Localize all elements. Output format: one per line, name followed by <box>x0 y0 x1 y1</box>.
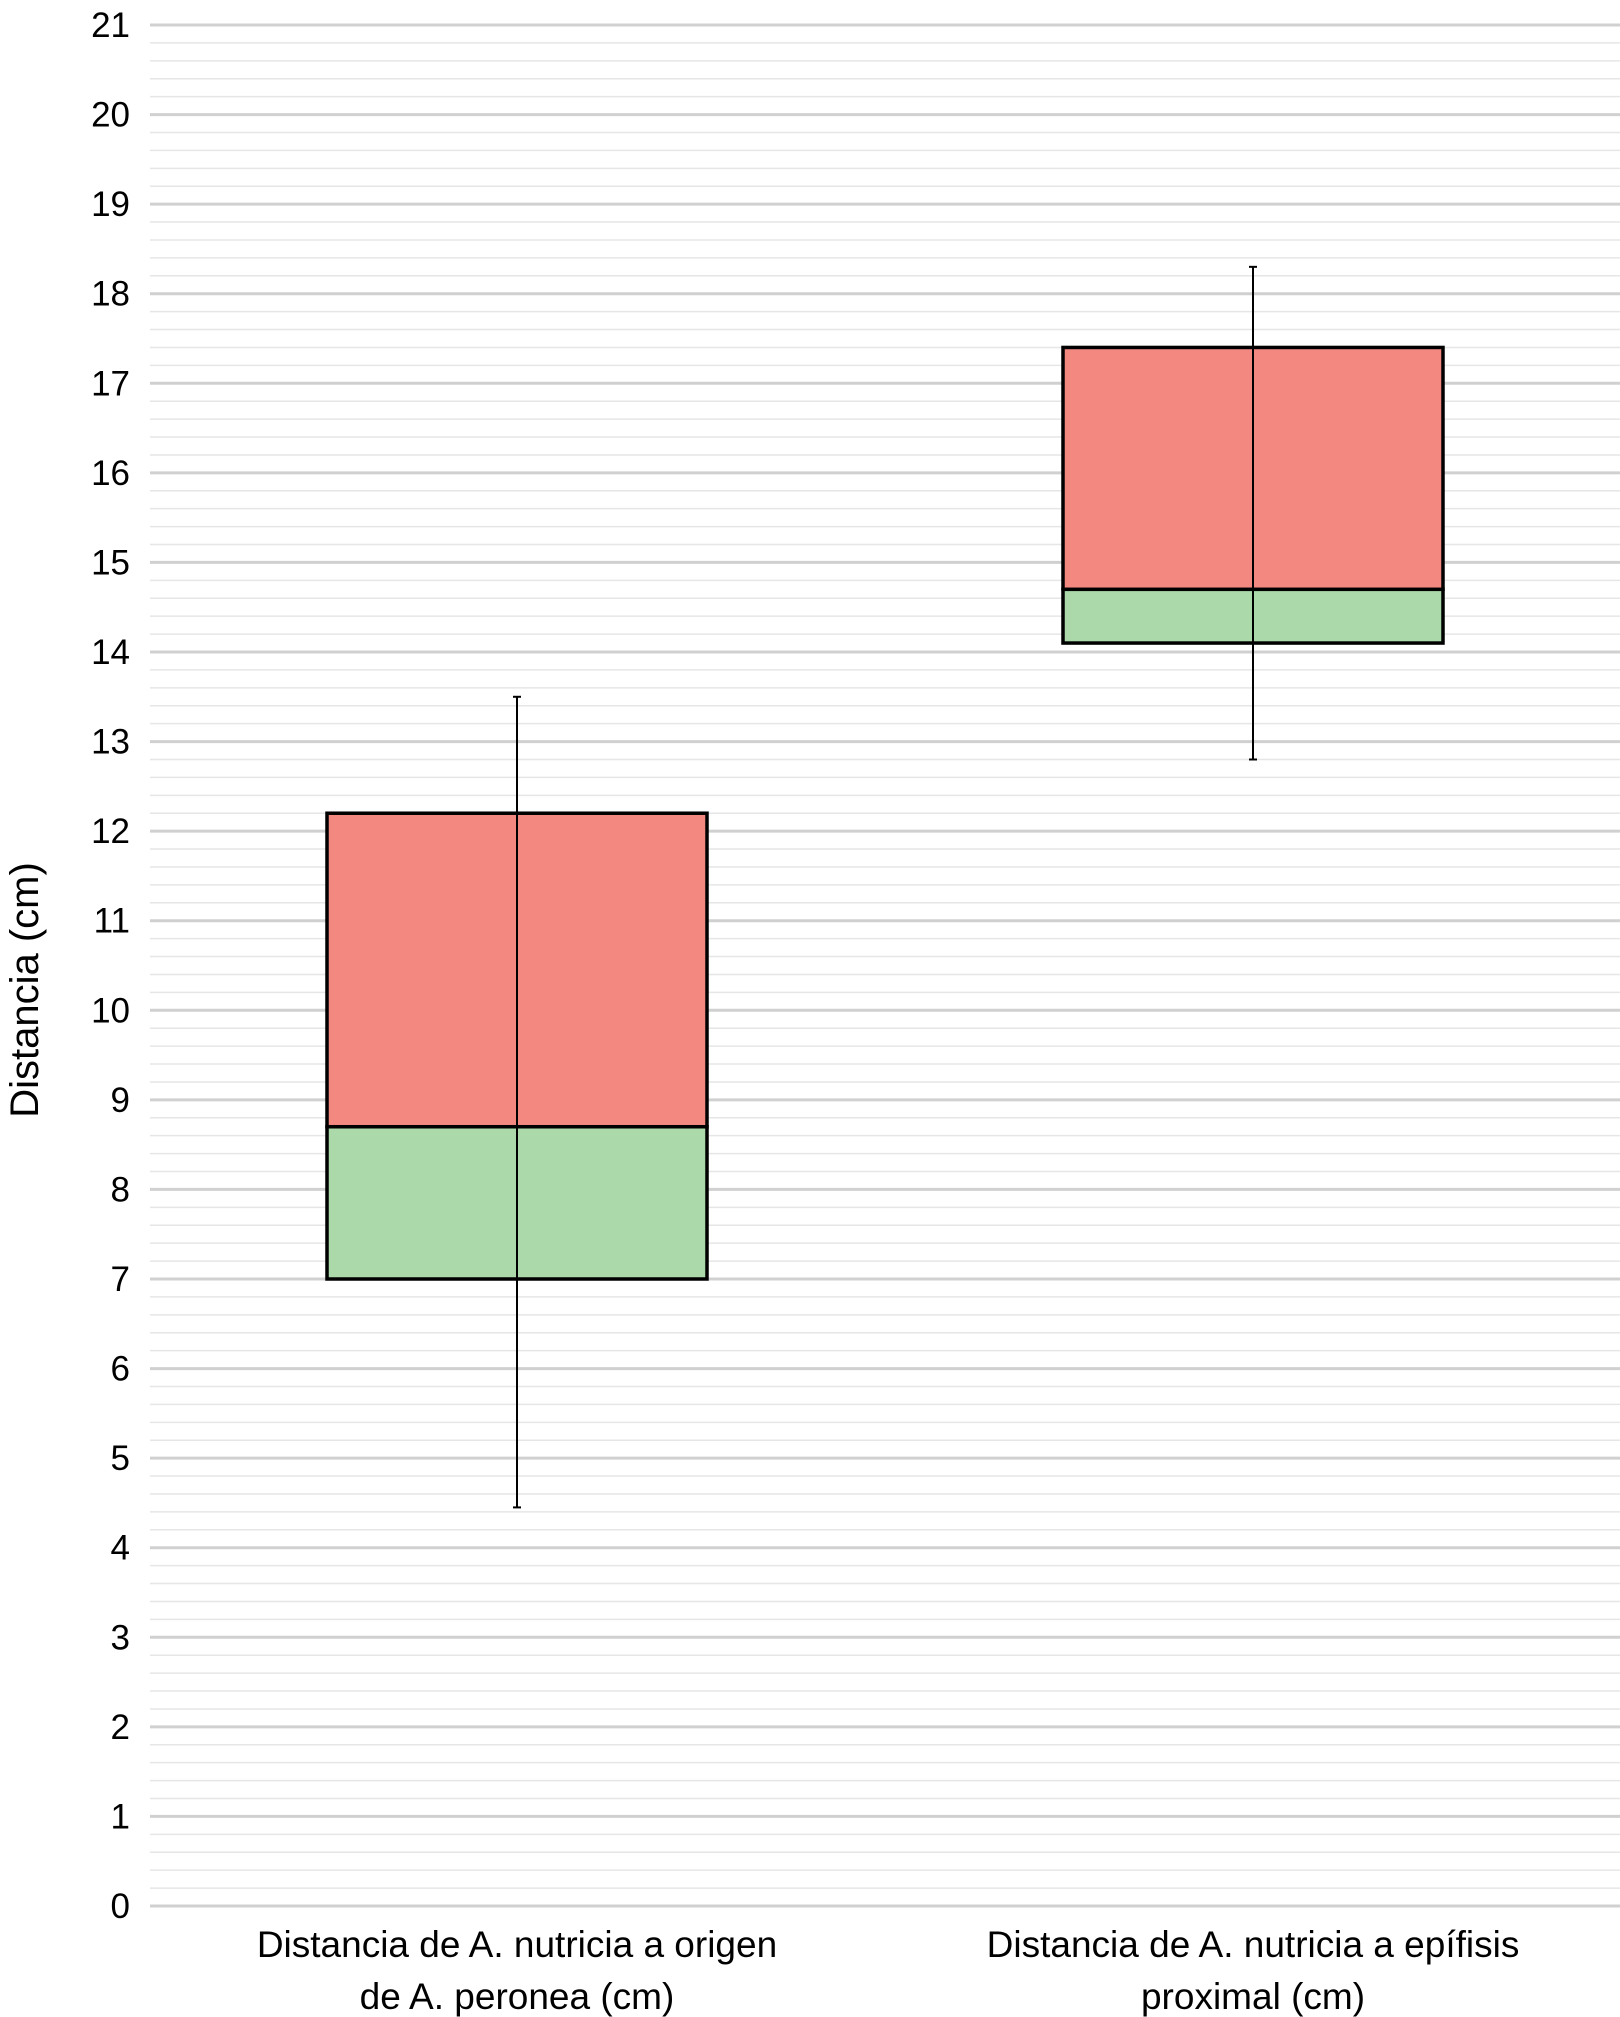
box-2 <box>1061 265 1445 761</box>
y-tick-label: 10 <box>91 991 130 1030</box>
category-label-line: Distancia de A. nutricia a epífisis <box>987 1924 1520 1965</box>
y-tick-label: 19 <box>91 185 130 224</box>
y-tick-label: 21 <box>91 6 130 45</box>
y-tick-label: 15 <box>91 543 130 582</box>
category-label: Distancia de A. nutricia a epífisis proxi… <box>987 1924 1520 2017</box>
box-1 <box>325 695 709 1509</box>
y-tick-label: 0 <box>111 1887 130 1926</box>
y-tick-label: 6 <box>111 1350 130 1389</box>
y-tick-label: 2 <box>111 1708 130 1747</box>
y-tick-label: 16 <box>91 454 130 493</box>
y-tick-label: 5 <box>111 1439 130 1478</box>
y-tick-label: 11 <box>94 902 130 941</box>
y-tick-label: 13 <box>91 723 130 762</box>
y-tick-label: 9 <box>111 1081 130 1120</box>
category-label: Distancia de A. nutricia a origen de A. p… <box>257 1924 777 2017</box>
category-label-line: Distancia de A. nutricia a origen <box>257 1924 777 1965</box>
category-label-line: proximal (cm) <box>1141 1976 1365 2017</box>
y-tick-label: 1 <box>111 1797 130 1836</box>
y-tick-label: 3 <box>111 1618 130 1657</box>
x-axis-categories: Distancia de A. nutricia a origen de A. p… <box>257 1924 1520 2017</box>
category-label-line: de A. peronea (cm) <box>360 1976 675 2017</box>
y-tick-label: 4 <box>111 1529 130 1568</box>
y-tick-label: 7 <box>111 1260 130 1299</box>
y-tick-label: 20 <box>91 96 130 135</box>
y-tick-label: 14 <box>91 633 130 672</box>
y-tick-label: 8 <box>111 1170 130 1209</box>
boxes <box>325 265 1445 1509</box>
y-tick-label: 17 <box>91 364 130 403</box>
y-tick-label: 18 <box>91 275 130 314</box>
y-axis-title: Distancia (cm) <box>3 862 47 1118</box>
y-tick-label: 12 <box>91 812 130 851</box>
